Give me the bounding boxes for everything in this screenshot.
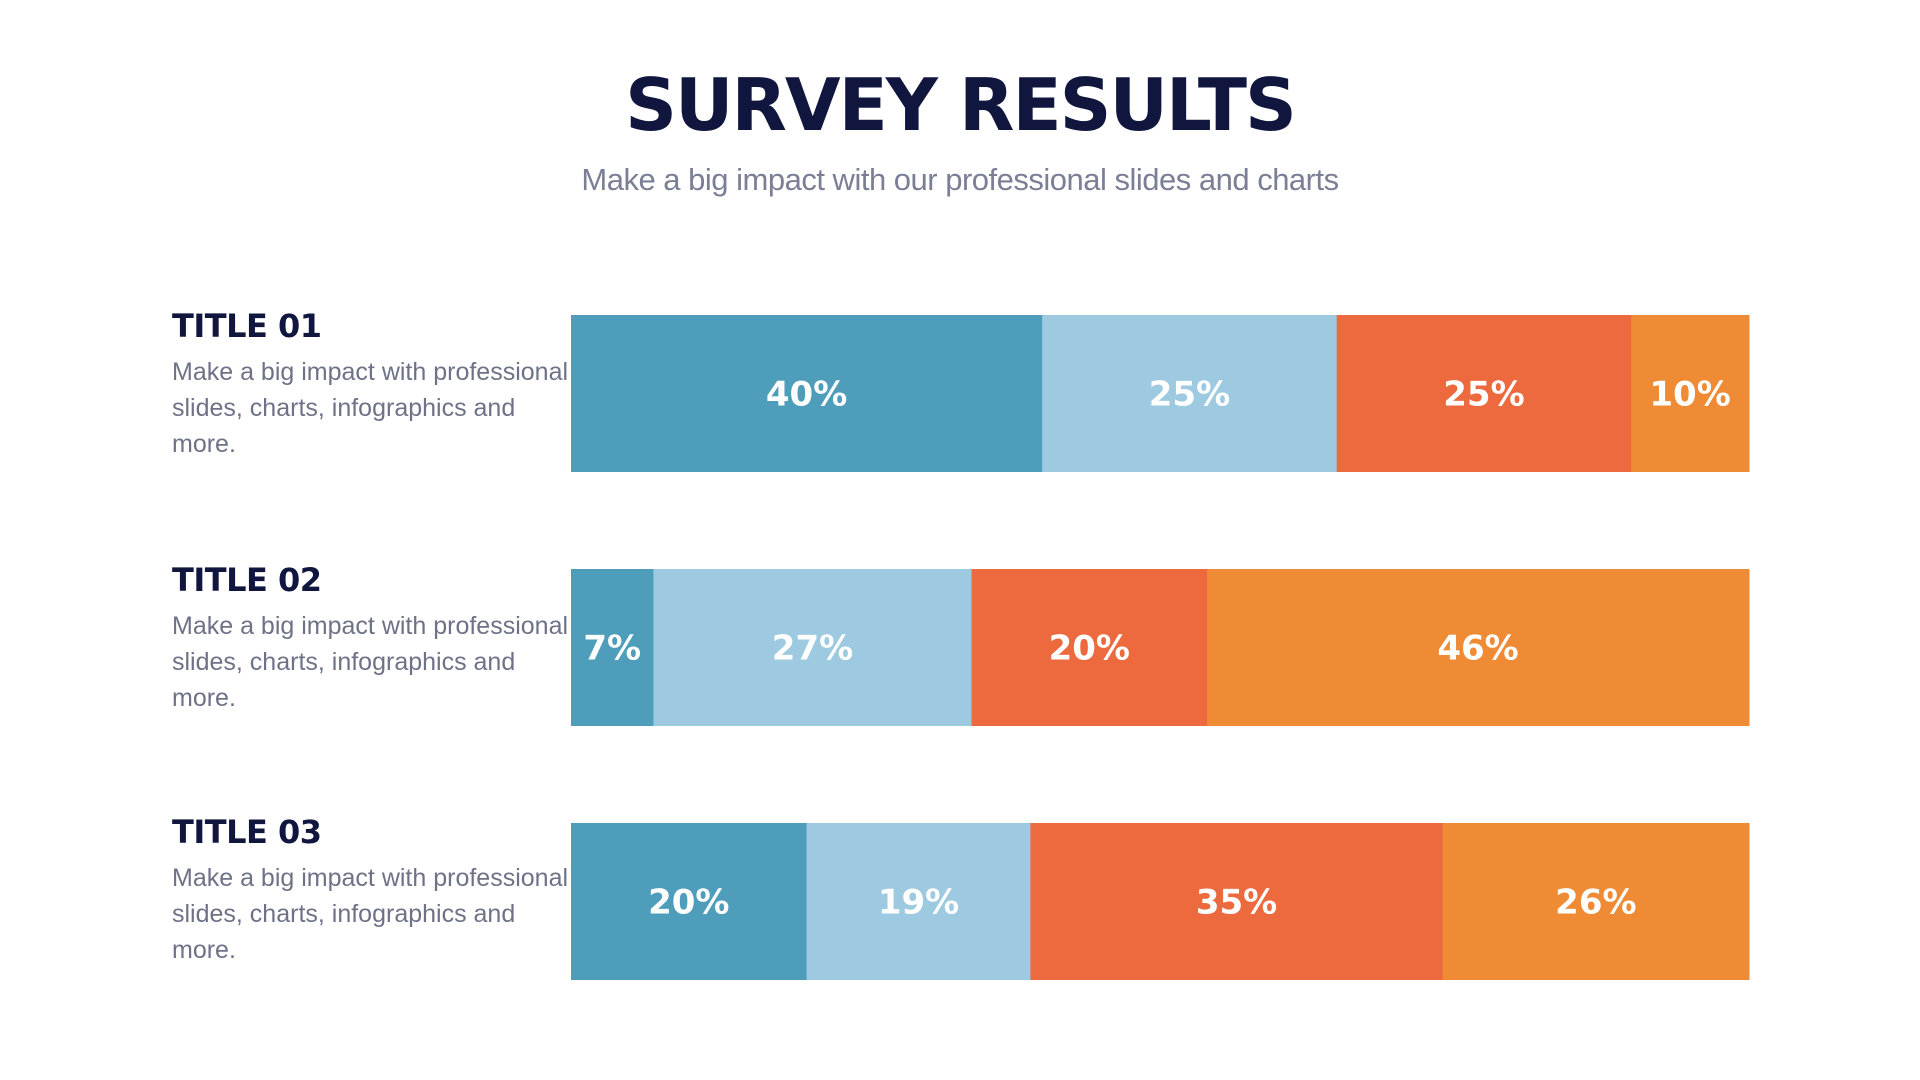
row-title-2: TITLE 02 — [172, 561, 322, 599]
bar-segment-2-1 — [571, 569, 654, 726]
page-subtitle: Make a big impact with our professional … — [581, 162, 1339, 197]
data-label-1-4: 10% — [1649, 375, 1730, 415]
bar-segment-2-2 — [653, 569, 973, 726]
row-title-1: TITLE 01 — [172, 307, 322, 345]
data-label-2-2: 27% — [772, 629, 853, 669]
row-description-2: Make a big impact with professional slid… — [172, 612, 569, 712]
page-title: SURVEY RESULTS — [625, 63, 1297, 147]
data-label-3-1: 20% — [648, 883, 729, 923]
header: SURVEY RESULTS Make a big impact with ou… — [0, 62, 1920, 200]
row-description-1: Make a big impact with professional slid… — [172, 358, 569, 458]
bar-segment-3-1 — [571, 823, 808, 980]
row-text-1: TITLE 01 Make a big impact with professi… — [172, 306, 572, 462]
bar-segment-2-4 — [1207, 569, 1750, 726]
row-title-3: TITLE 03 — [172, 813, 322, 851]
data-label-2-1: 7% — [583, 629, 641, 669]
bar-segment-2-3 — [971, 569, 1208, 726]
data-label-3-2: 19% — [878, 883, 959, 923]
bar-segment-1-1 — [571, 315, 1043, 472]
data-label-1-3: 25% — [1443, 375, 1524, 415]
data-label-2-4: 46% — [1437, 629, 1518, 669]
data-label-2-3: 20% — [1049, 629, 1130, 669]
row-text-2: TITLE 02 Make a big impact with professi… — [172, 560, 572, 716]
bar-segment-1-2 — [1042, 315, 1338, 472]
bar-row-1: 40% 25% 25% 10% — [571, 315, 1750, 472]
data-label-3-4: 26% — [1555, 883, 1636, 923]
bar-segment-3-2 — [806, 823, 1031, 980]
row-description-3: Make a big impact with professional slid… — [172, 864, 569, 964]
data-label-3-3: 35% — [1196, 883, 1277, 923]
data-label-1-2: 25% — [1149, 375, 1230, 415]
bar-segment-3-4 — [1442, 823, 1750, 980]
bar-row-2: 7% 27% 20% 46% — [571, 569, 1750, 726]
bar-row-3: 20% 19% 35% 26% — [571, 823, 1750, 980]
row-text-3: TITLE 03 Make a big impact with professi… — [172, 812, 572, 968]
bar-segment-1-3 — [1336, 315, 1632, 472]
bar-segment-1-4 — [1631, 315, 1750, 472]
data-label-1-1: 40% — [766, 375, 847, 415]
bar-segment-3-3 — [1030, 823, 1444, 980]
